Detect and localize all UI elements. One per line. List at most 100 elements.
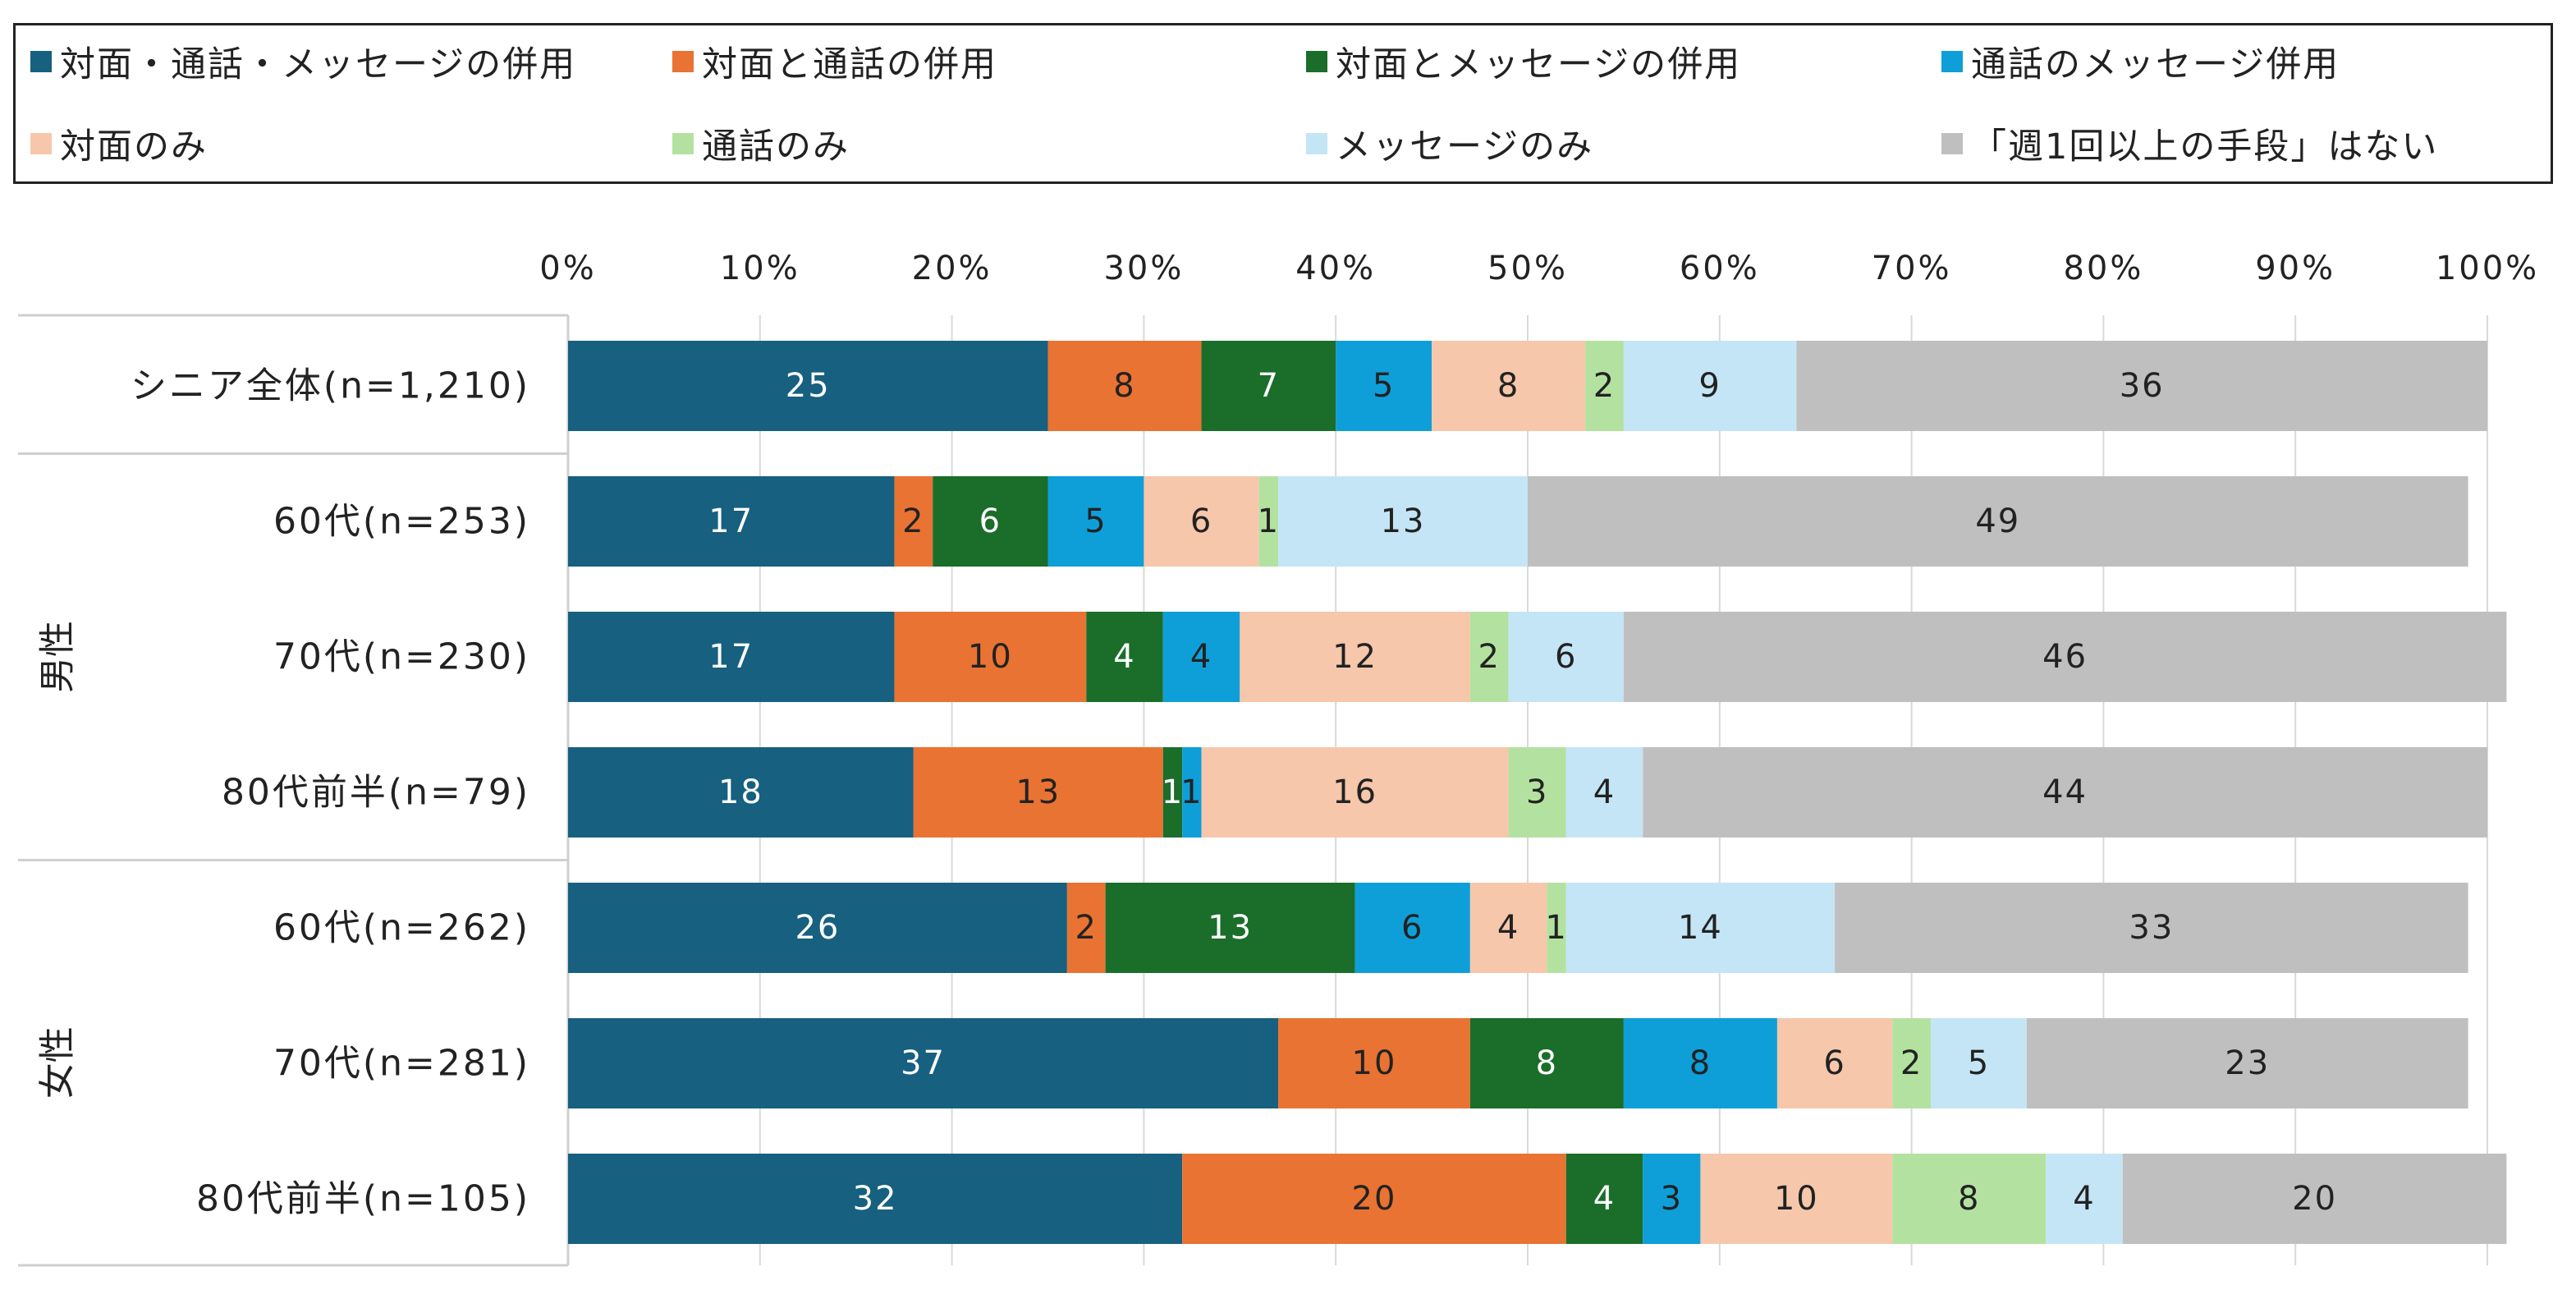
data-label: 13 <box>1381 503 1426 540</box>
data-label: 25 <box>786 367 831 405</box>
bar-segment <box>1278 476 1528 567</box>
x-tick-label: 60% <box>1680 250 1760 287</box>
bar-segment <box>1565 883 1836 973</box>
bar-segments <box>568 341 2507 1244</box>
data-label: 36 <box>2120 367 2165 405</box>
data-label: 8 <box>1536 1044 1558 1082</box>
data-label: 6 <box>1823 1044 1845 1082</box>
bar-segment <box>1565 1154 1643 1244</box>
data-label: 18 <box>718 773 763 811</box>
legend-swatch <box>672 133 694 154</box>
legend-item: 通話のメッセージ併用 <box>1941 37 2340 86</box>
data-label: 14 <box>1678 909 1723 947</box>
data-label: 9 <box>1698 367 1721 405</box>
x-tick-label: 70% <box>1872 250 1952 287</box>
bar-segment <box>1182 747 1202 838</box>
data-label: 2 <box>1593 367 1616 405</box>
data-label: 6 <box>1401 909 1423 947</box>
bar-segment <box>1047 341 1202 431</box>
x-tick-label: 30% <box>1103 250 1184 287</box>
bar-segment <box>568 1154 1183 1244</box>
data-label: 1 <box>1180 773 1203 811</box>
bar-segment <box>913 747 1163 838</box>
bar-segment <box>1469 612 1509 702</box>
data-label: 2 <box>1075 909 1098 947</box>
bar-segment <box>1930 1018 2027 1108</box>
data-label: 4 <box>1497 909 1519 947</box>
data-label: 23 <box>2225 1044 2270 1082</box>
data-label: 5 <box>1084 503 1107 540</box>
data-label: 6 <box>979 503 1002 540</box>
bar-segment <box>1469 883 1547 973</box>
legend-swatch <box>30 133 52 154</box>
bar-segment <box>568 883 1067 973</box>
category-label: シニア全体(n=1,210) <box>131 365 530 407</box>
bar-segment <box>894 612 1087 702</box>
data-label: 8 <box>1113 367 1135 405</box>
category-label: 80代前半(n=79) <box>222 772 530 814</box>
x-tick-label: 90% <box>2255 250 2335 287</box>
legend-swatch <box>1306 133 1327 154</box>
legend-label: 通話のみ <box>702 126 850 168</box>
data-label: 46 <box>2042 638 2088 676</box>
bar-segment <box>1336 341 1432 431</box>
bar-segment <box>894 476 933 567</box>
bar-segment <box>1623 612 2507 702</box>
bar-segment <box>1528 476 2468 567</box>
bar-segment <box>1240 612 1470 702</box>
legend-label: 対面と通話の併用 <box>702 44 997 85</box>
data-label: 17 <box>708 503 754 540</box>
x-tick-label: 40% <box>1295 250 1376 287</box>
data-label: 13 <box>1015 773 1061 811</box>
bar-segment <box>1201 747 1509 838</box>
legend-label: 「週1回以上の手段」はない <box>1971 126 2439 168</box>
x-axis-tick-labels: 0% 10% 20% 30% 40% 50% 60% 70% 80% 90% 100% <box>539 250 2539 287</box>
data-label: 17 <box>708 638 754 676</box>
category-label: 80代前半(n=105) <box>196 1178 530 1220</box>
bar-segment <box>1565 747 1643 838</box>
data-label: 12 <box>1332 638 1377 676</box>
bar-segment <box>568 747 914 838</box>
data-label: 2 <box>1900 1044 1923 1082</box>
data-label: 2 <box>1478 638 1501 676</box>
data-label: 8 <box>1497 367 1519 405</box>
data-label: 6 <box>1555 638 1577 676</box>
data-label: 1 <box>1162 773 1184 811</box>
data-label: 33 <box>2129 909 2174 947</box>
legend-swatch <box>30 51 52 72</box>
data-label: 4 <box>1113 638 1135 676</box>
legend-swatch <box>672 51 694 72</box>
legend-item: 「週1回以上の手段」はない <box>1941 119 2438 168</box>
bar-segment <box>1047 476 1144 567</box>
data-label: 7 <box>1258 367 1280 405</box>
legend-item: 対面・通話・メッセージの併用 <box>30 37 576 86</box>
group-label: 男性 <box>37 621 79 693</box>
bar-segment <box>1623 1018 1777 1108</box>
bar-segment <box>1144 476 1259 567</box>
data-label: 10 <box>968 638 1013 676</box>
bar-segment <box>568 476 895 567</box>
x-tick-label: 80% <box>2063 250 2143 287</box>
legend-swatch <box>1941 51 1963 72</box>
bar-segment <box>1508 747 1566 838</box>
group-label: 女性 <box>37 1026 79 1099</box>
bar-segment <box>1162 612 1240 702</box>
legend-label: メッセージのみ <box>1336 126 1594 168</box>
category-label: 60代(n=253) <box>273 501 530 543</box>
bar-segment <box>1623 341 1797 431</box>
data-label: 8 <box>1689 1044 1712 1082</box>
bar-segment <box>1354 883 1470 973</box>
legend-item: 対面のみ <box>30 119 208 168</box>
bar-segment <box>1776 1018 1893 1108</box>
category-label: 70代(n=281) <box>273 1043 530 1085</box>
data-label: 16 <box>1332 773 1377 811</box>
data-label: 20 <box>2292 1180 2337 1218</box>
x-tick-label: 100% <box>2436 250 2539 287</box>
legend-item: メッセージのみ <box>1306 119 1593 168</box>
x-tick-label: 20% <box>912 250 992 287</box>
x-tick-label: 0% <box>539 250 596 287</box>
bar-segment <box>568 341 1048 431</box>
bar-segment <box>1469 1018 1624 1108</box>
legend-swatch <box>1306 51 1327 72</box>
